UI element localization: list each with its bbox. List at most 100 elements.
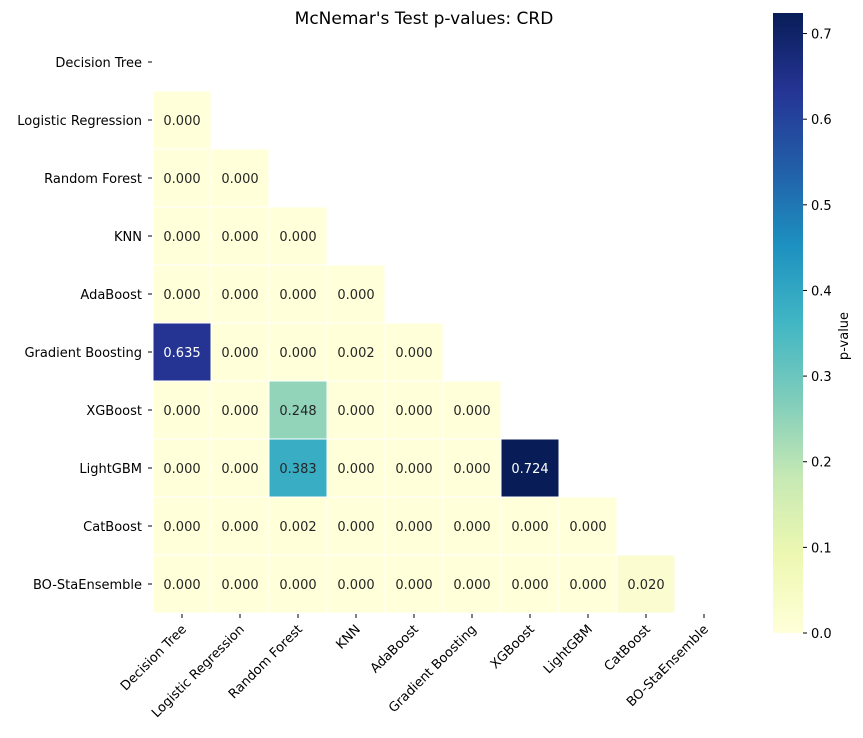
cell-value-label: 0.000 [279, 578, 316, 593]
heatmap-cell [152, 380, 212, 440]
heatmap-cell [326, 264, 386, 324]
y-tick-label: AdaBoost [80, 288, 142, 303]
heatmap-cell [616, 554, 676, 614]
cell-value-label: 0.248 [279, 404, 316, 419]
colorbar-tick-label: 0.5 [811, 199, 832, 214]
y-tick-label: Random Forest [44, 172, 142, 187]
cell-value-label: 0.000 [163, 288, 200, 303]
heatmap-cell [152, 496, 212, 556]
colorbar-tick-label: 0.6 [811, 113, 832, 128]
cell-value-label: 0.000 [221, 520, 258, 535]
x-tick-label: CatBoost [602, 622, 654, 674]
heatmap-cell [210, 438, 270, 498]
cell-value-label: 0.000 [163, 114, 200, 129]
cell-value-label: 0.000 [395, 462, 432, 477]
y-tick-label: LightGBM [79, 462, 142, 477]
y-tick-label: Logistic Regression [17, 114, 142, 129]
cell-value-label: 0.000 [221, 462, 258, 477]
heatmap-cell [558, 496, 618, 556]
y-tick-label: XGBoost [86, 404, 142, 419]
cell-value-label: 0.000 [337, 520, 374, 535]
cell-value-label: 0.000 [221, 404, 258, 419]
heatmap-cell [500, 554, 560, 614]
heatmap-cell [152, 438, 212, 498]
cell-value-label: 0.000 [395, 404, 432, 419]
colorbar-tick-label: 0.3 [811, 370, 832, 385]
heatmap-cell [152, 554, 212, 614]
colorbar-tick-label: 0.1 [811, 541, 832, 556]
heatmap-cell [442, 554, 502, 614]
cell-value-label: 0.000 [221, 578, 258, 593]
cell-value-label: 0.000 [569, 578, 606, 593]
heatmap-cell [442, 380, 502, 440]
y-tick-label: Gradient Boosting [24, 346, 142, 361]
cell-value-label: 0.002 [279, 520, 316, 535]
colorbar-tick-label: 0.0 [811, 627, 832, 642]
chart-title: McNemar's Test p-values: CRD [295, 9, 554, 29]
y-tick-label: Decision Tree [55, 56, 142, 71]
heatmap-cell [210, 380, 270, 440]
cell-value-label: 0.000 [337, 578, 374, 593]
cell-value-label: 0.000 [337, 404, 374, 419]
heatmap-cell [442, 438, 502, 498]
cell-value-label: 0.000 [337, 462, 374, 477]
cell-value-label: 0.000 [395, 346, 432, 361]
heatmap-cell [326, 380, 386, 440]
cell-value-label: 0.000 [221, 230, 258, 245]
cell-value-label: 0.000 [453, 462, 490, 477]
heatmap-cell [210, 264, 270, 324]
cell-value-label: 0.000 [163, 462, 200, 477]
cell-value-label: 0.000 [453, 520, 490, 535]
x-tick-label: KNN [333, 622, 363, 652]
y-axis-tick-labels: Decision Tree Logistic Regression Random F… [17, 56, 152, 593]
heatmap-cell [152, 148, 212, 208]
heatmap-cell [500, 438, 560, 498]
x-tick-label: XGBoost [488, 622, 538, 672]
cell-value-label: 0.000 [221, 288, 258, 303]
heatmap-cell [326, 322, 386, 382]
y-tick-label: CatBoost [83, 520, 142, 535]
cell-value-label: 0.000 [569, 520, 606, 535]
cell-value-label: 0.000 [279, 346, 316, 361]
cell-value-label: 0.000 [453, 404, 490, 419]
cell-value-label: 0.020 [627, 578, 664, 593]
x-tick-label: AdaBoost [368, 622, 422, 676]
cell-value-label: 0.000 [511, 578, 548, 593]
colorbar-gradient [773, 13, 803, 633]
cell-value-label: 0.002 [337, 346, 374, 361]
heatmap-cell [384, 554, 444, 614]
colorbar-tick-label: 0.7 [811, 28, 832, 43]
y-tick-label: BO-StaEnsemble [33, 578, 142, 593]
cell-value-label: 0.000 [163, 230, 200, 245]
heatmap-cell [268, 206, 328, 266]
heatmap-cell [210, 148, 270, 208]
cell-value-label: 0.000 [279, 230, 316, 245]
colorbar: p-value 0.0 0.1 0.2 0.3 0.4 0.5 0.6 0.7 [773, 13, 852, 642]
heatmap-cells: 0.000 0.000 0.000 0.000 0.000 0.000 0.000 0.000… [152, 90, 676, 614]
colorbar-label: p-value [837, 312, 852, 360]
heatmap-cell [210, 322, 270, 382]
cell-value-label: 0.000 [395, 520, 432, 535]
cell-value-label: 0.000 [337, 288, 374, 303]
cell-value-label: 0.000 [163, 172, 200, 187]
cell-value-label: 0.000 [163, 404, 200, 419]
cell-value-label: 0.383 [279, 462, 316, 477]
cell-value-label: 0.000 [279, 288, 316, 303]
cell-value-label: 0.000 [453, 578, 490, 593]
heatmap-cell [268, 380, 328, 440]
heatmap-cell [326, 438, 386, 498]
cell-value-label: 0.635 [163, 346, 200, 361]
heatmap-cell [210, 554, 270, 614]
cell-value-label: 0.000 [395, 578, 432, 593]
cell-value-label: 0.724 [511, 462, 548, 477]
cell-value-label: 0.000 [163, 520, 200, 535]
heatmap-cell [268, 496, 328, 556]
heatmap-cell [384, 380, 444, 440]
colorbar-tick-label: 0.2 [811, 456, 832, 471]
cell-value-label: 0.000 [163, 578, 200, 593]
cell-value-label: 0.000 [511, 520, 548, 535]
heatmap-cell [152, 90, 212, 150]
